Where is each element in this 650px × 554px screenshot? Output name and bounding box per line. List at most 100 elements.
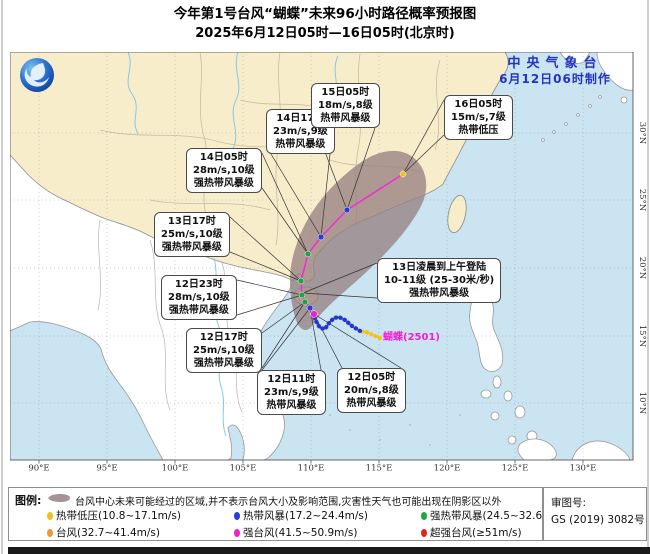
lat-label: 20°N — [637, 257, 647, 280]
callout-line: 18m/s,8级 — [318, 100, 373, 111]
forecast-callout: 12日17时 25m/s,10级 强热带风暴级 — [186, 328, 262, 373]
callout-leader — [261, 152, 309, 255]
callout-line: 23m/s,9级 — [264, 387, 319, 398]
callout-leader — [302, 292, 378, 299]
legend-heading: 图例: — [15, 494, 42, 507]
callout-leader — [402, 99, 445, 175]
callout-leader — [229, 251, 302, 282]
forecast-callout: 16日05时 15m/s,7级 热带低压 — [444, 95, 513, 140]
taiwan-island — [447, 194, 467, 234]
callout-leader — [261, 301, 306, 369]
callout-line: 热带低压 — [458, 125, 499, 136]
forecast-point — [399, 170, 407, 178]
callout-line: 14日05时 — [199, 152, 248, 163]
forecast-callout: 14日17时 23m/s,9级 热带风暴级 — [266, 109, 335, 154]
legend-item-label: 热带风暴(17.2~24.4m/s) — [243, 510, 368, 522]
callout-line: 强热带风暴级 — [193, 358, 254, 369]
callout-line: 强热带风暴级 — [193, 178, 254, 189]
intensity-dot-icon — [421, 529, 427, 537]
philippines-islands — [469, 294, 557, 460]
legend-item-label: 台风(32.7~41.4m/s) — [56, 527, 160, 539]
lon-label: 115°E — [366, 464, 393, 474]
callout-leader — [270, 153, 322, 238]
callout-line: 12日05时 — [347, 372, 396, 383]
watermark-agency: 中央气象台 — [507, 56, 603, 71]
forecast-callout: 14日05时 28m/s,10级 强热带风暴级 — [186, 148, 262, 193]
lat-label: 30°N — [637, 122, 647, 145]
callout-line: 23m/s,9级 — [273, 126, 328, 137]
lon-label: 110°E — [298, 464, 325, 474]
lon-label: 130°E — [570, 464, 597, 474]
intensity-dot-icon — [47, 529, 53, 537]
watermark-issue-time: 6月12日06时制作 — [499, 72, 611, 86]
callout-line: 12日23时 — [174, 279, 223, 290]
lon-label: 105°E — [230, 464, 257, 474]
forecast-callout: 12日05时 20m/s,8级 热带风暴级 — [337, 368, 406, 413]
legend-cone-note: 台风中心未来可能经过的区域,并不表示台风大小及影响范围,灾害性天气也可能出现在阴… — [75, 497, 502, 508]
forecast-point — [306, 304, 314, 312]
callout-line: 16日05时 — [454, 99, 503, 110]
callout-leader — [302, 262, 378, 294]
past-track-tropical-storm — [311, 311, 363, 334]
forecast-point — [317, 233, 325, 241]
callout-leader — [229, 216, 302, 282]
legend-box: 图例: 台风中心未来可能经过的区域,并不表示台风大小及影响范围,灾害性天气也可能… — [8, 487, 566, 541]
legend-item: 台风(32.7~41.4m/s) — [47, 525, 160, 540]
title-line2: 2025年6月12日05时—16日05时(北京时) — [195, 26, 455, 41]
callout-line: 25m/s,10级 — [193, 345, 255, 356]
lon-label: 95°E — [96, 464, 117, 474]
callout-leader — [236, 294, 303, 316]
callout-line: 15日05时 — [321, 87, 370, 98]
forecast-point — [301, 298, 309, 306]
forecast-callout: 13日凌晨到上午登陆 10-11级 (25-30米/秒) 强热带风暴级 — [377, 258, 502, 303]
lon-label: 125°E — [502, 464, 529, 474]
past-track-tropical-depression — [357, 328, 383, 341]
callout-line: 14日17时 — [276, 113, 325, 124]
callout-line: 20m/s,8级 — [344, 385, 399, 396]
intensity-dot-icon — [47, 512, 53, 520]
callout-leader — [261, 307, 311, 371]
callout-leader — [261, 187, 309, 255]
callout-line: 28m/s,10级 — [193, 165, 255, 176]
map-frame — [10, 52, 634, 461]
forecast-point — [297, 277, 305, 285]
legend-item: 热带低压(10.8~17.1m/s) — [47, 508, 181, 523]
bottom-divider-bar — [8, 547, 650, 554]
page-right-border — [647, 0, 649, 554]
lat-label: 10°N — [637, 392, 647, 415]
callout-leader — [320, 153, 331, 238]
cone-legend-icon — [47, 493, 71, 506]
storm-name-label: 蝴蝶(2501) — [383, 332, 440, 343]
legend-item: 热带风暴(17.2~24.4m/s) — [234, 508, 368, 523]
legend-item-label: 强热带风暴(24.5~32.6m/s) — [430, 510, 566, 522]
forecast-callout: 13日17时 25m/s,10级 强热带风暴级 — [154, 212, 230, 257]
lon-label: 90°E — [28, 464, 49, 474]
callout-line: 12日17时 — [199, 332, 248, 343]
page-title: 今年第1号台风“蝴蝶”未来96小时路径概率预报图 2025年6月12日05时—1… — [0, 4, 650, 43]
lon-label: 100°E — [162, 464, 189, 474]
probability-cone — [290, 150, 427, 331]
callout-line: 12日11时 — [267, 374, 316, 385]
legend-item: 超强台风(≥51m/s) — [421, 525, 522, 540]
lat-label: 15°N — [637, 325, 647, 348]
callout-leader — [261, 301, 306, 334]
lon-label: 120°E — [434, 464, 461, 474]
callout-line: 强热带风暴级 — [409, 288, 470, 299]
callout-line: 13日凌晨到上午登陆 — [392, 262, 487, 273]
intensity-dot-icon — [234, 512, 240, 520]
callout-line: 13日17时 — [167, 216, 216, 227]
approval-box: 审图号: GS (2019) 3082号 — [543, 487, 647, 541]
approval-label: 审图号: — [551, 497, 587, 509]
callout-line: 25m/s,10级 — [161, 229, 223, 240]
callout-line: 15m/s,7级 — [451, 112, 506, 123]
intensity-dot-icon — [421, 512, 427, 520]
legend-item-label: 热带低压(10.8~17.1m/s) — [56, 510, 181, 522]
legend-item-label: 强台风(41.5~50.9m/s) — [243, 527, 358, 539]
approval-number: GS (2019) 3082号 — [551, 514, 645, 526]
small-islets — [329, 414, 461, 446]
lat-label: 25°N — [637, 189, 647, 212]
callout-leader — [402, 134, 445, 175]
callout-leader — [236, 279, 303, 296]
forecast-point — [298, 291, 306, 299]
